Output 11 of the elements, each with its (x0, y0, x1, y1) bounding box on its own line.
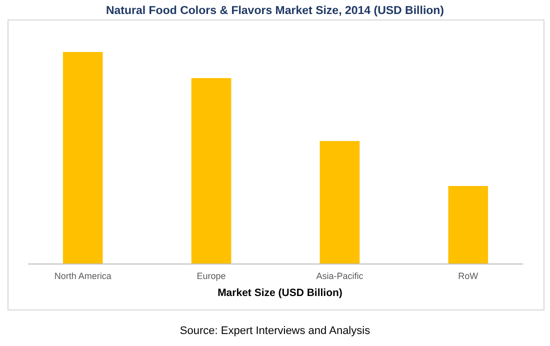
source-note: Source: Expert Interviews and Analysis (180, 325, 371, 337)
bar (62, 52, 103, 264)
x-tick-label: RoW (458, 271, 479, 281)
bar (320, 141, 360, 264)
x-tick-label: Asia-Pacific (316, 271, 364, 281)
x-tick-label: North America (54, 271, 112, 281)
bar (191, 78, 232, 264)
bar (448, 186, 488, 264)
chart-title: Natural Food Colors & Flavors Market Size, 2014 (USD Billion) (106, 5, 444, 17)
x-tick-label: Europe (196, 271, 226, 281)
x-axis-title: Market Size (USD Billion) (218, 287, 342, 299)
